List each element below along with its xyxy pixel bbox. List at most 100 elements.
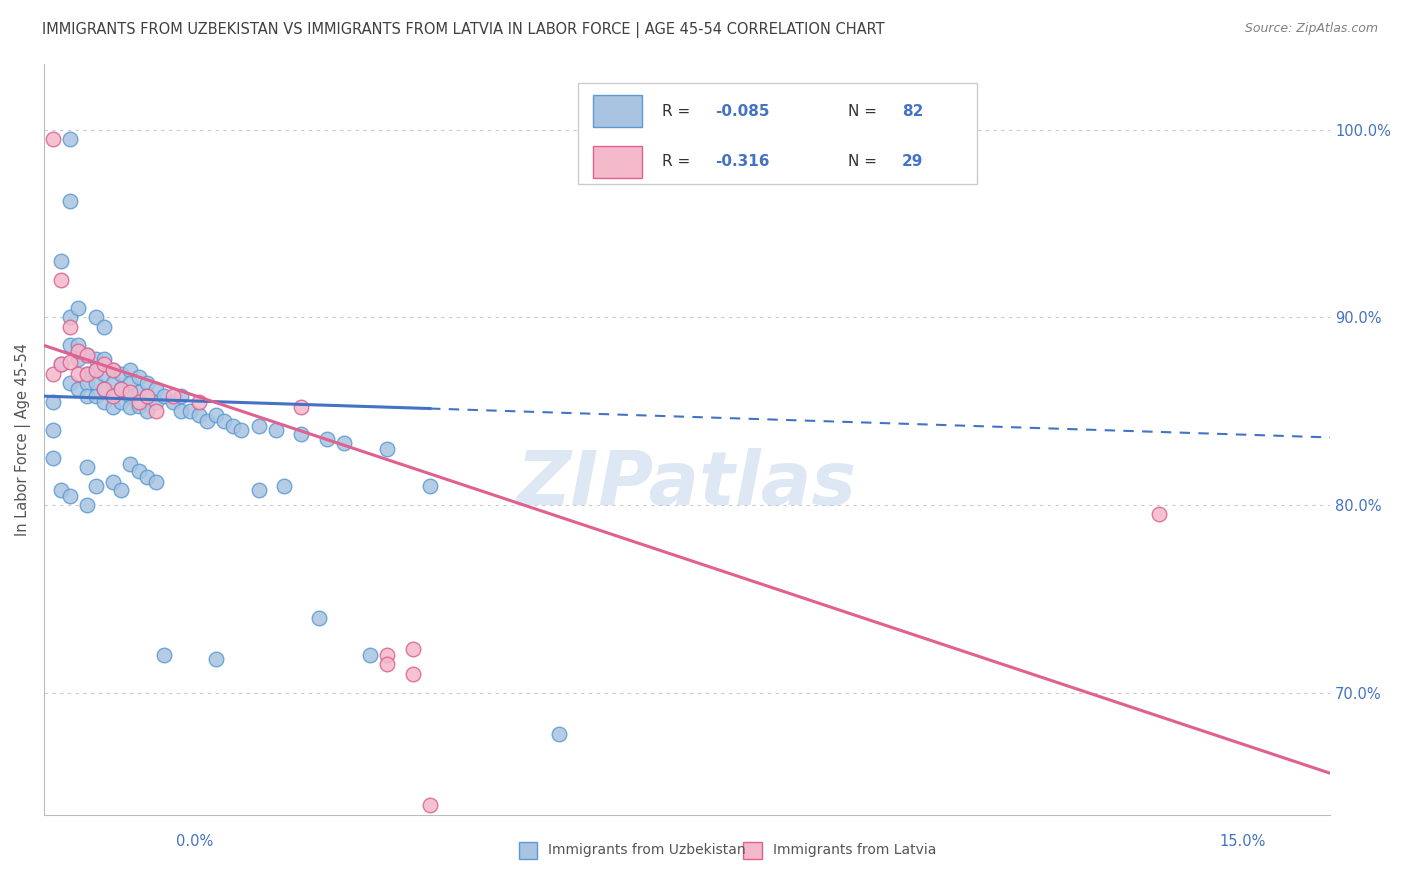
Point: [67, 351, 90, 366]
Point: [93, 382, 115, 396]
Point: [359, 648, 381, 662]
Point: [402, 666, 425, 681]
Point: [136, 404, 159, 418]
Point: [59, 489, 82, 503]
Point: [308, 610, 330, 624]
Point: [145, 394, 167, 409]
Point: [247, 419, 270, 434]
Point: [67, 338, 90, 352]
Point: [375, 657, 398, 672]
Point: [59, 355, 82, 369]
Point: [222, 419, 245, 434]
Point: [84, 363, 107, 377]
Point: [145, 382, 167, 396]
Point: [59, 310, 82, 325]
Point: [212, 413, 235, 427]
Point: [145, 475, 167, 490]
Point: [128, 385, 150, 400]
Point: [51, 254, 73, 268]
Point: [118, 363, 141, 377]
FancyBboxPatch shape: [578, 83, 977, 184]
Point: [101, 363, 124, 377]
Bar: [593, 95, 643, 128]
Text: 82: 82: [903, 103, 924, 119]
Point: [195, 413, 218, 427]
Point: [153, 389, 176, 403]
Point: [128, 370, 150, 384]
Point: [402, 642, 425, 657]
Text: N =: N =: [848, 103, 882, 119]
Point: [136, 470, 159, 484]
Text: -0.085: -0.085: [716, 103, 770, 119]
Point: [84, 389, 107, 403]
Point: [316, 432, 339, 446]
Point: [136, 376, 159, 390]
Point: [76, 389, 98, 403]
Text: -0.316: -0.316: [716, 154, 770, 169]
Point: [118, 389, 141, 403]
Point: [145, 404, 167, 418]
Point: [67, 382, 90, 396]
Point: [264, 423, 287, 437]
Point: [187, 394, 209, 409]
Point: [170, 389, 193, 403]
Point: [51, 273, 73, 287]
Text: 29: 29: [903, 154, 924, 169]
Point: [84, 310, 107, 325]
Point: [290, 401, 312, 415]
Point: [93, 351, 115, 366]
Point: [136, 389, 159, 403]
Point: [76, 367, 98, 381]
Point: [128, 399, 150, 413]
Point: [67, 344, 90, 359]
Point: [547, 727, 569, 741]
Point: [118, 457, 141, 471]
Point: [84, 479, 107, 493]
Point: [42, 423, 65, 437]
Text: Immigrants from Uzbekistan: Immigrants from Uzbekistan: [548, 844, 745, 857]
Point: [42, 132, 65, 146]
Text: R =: R =: [661, 154, 695, 169]
Bar: [593, 145, 643, 178]
Point: [419, 479, 441, 493]
Point: [42, 367, 65, 381]
Point: [170, 404, 193, 418]
Text: Immigrants from Latvia: Immigrants from Latvia: [773, 844, 936, 857]
Point: [110, 394, 132, 409]
Point: [110, 367, 132, 381]
Point: [84, 351, 107, 366]
Point: [179, 404, 201, 418]
Point: [128, 464, 150, 478]
Y-axis label: In Labor Force | Age 45-54: In Labor Force | Age 45-54: [15, 343, 31, 536]
Point: [231, 423, 253, 437]
Point: [51, 483, 73, 497]
Point: [67, 301, 90, 315]
Point: [76, 348, 98, 362]
Point: [290, 426, 312, 441]
Point: [110, 382, 132, 396]
Text: R =: R =: [661, 103, 695, 119]
Point: [204, 652, 226, 666]
Point: [101, 376, 124, 390]
Point: [118, 385, 141, 400]
Point: [419, 798, 441, 813]
Point: [93, 357, 115, 371]
Point: [101, 389, 124, 403]
Point: [162, 394, 184, 409]
Point: [118, 376, 141, 390]
Point: [76, 367, 98, 381]
Point: [118, 401, 141, 415]
Point: [76, 460, 98, 475]
Point: [110, 382, 132, 396]
Point: [101, 401, 124, 415]
Point: [153, 648, 176, 662]
Text: N =: N =: [848, 154, 882, 169]
Point: [51, 357, 73, 371]
Point: [84, 363, 107, 377]
Point: [110, 483, 132, 497]
Text: 15.0%: 15.0%: [1219, 834, 1265, 849]
Point: [93, 319, 115, 334]
Point: [101, 363, 124, 377]
Point: [76, 498, 98, 512]
Point: [59, 319, 82, 334]
